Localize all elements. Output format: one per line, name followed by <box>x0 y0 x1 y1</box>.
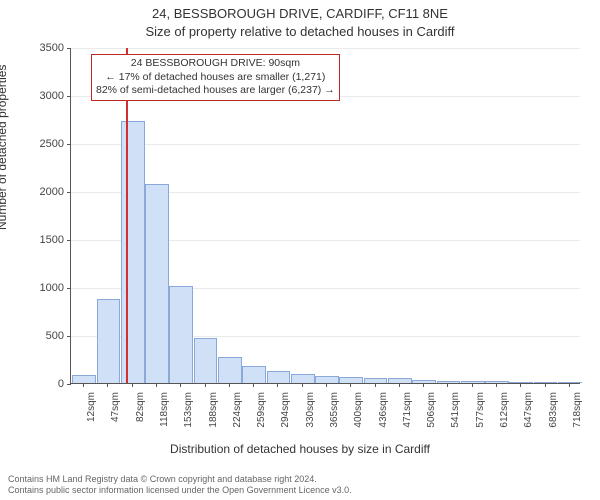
y-tick-label: 1500 <box>24 234 64 246</box>
plot-area: 050010001500200025003000350024 BESSBOROU… <box>70 48 580 384</box>
histogram-bar <box>461 381 485 383</box>
histogram-bar <box>242 366 266 383</box>
gridline <box>71 144 580 145</box>
x-tick <box>156 383 157 387</box>
y-tick-label: 3500 <box>24 42 64 54</box>
y-tick <box>67 240 71 241</box>
y-tick-label: 0 <box>24 378 64 390</box>
x-tick <box>375 383 376 387</box>
x-tick-label: 541sqm <box>450 392 461 440</box>
x-tick-label: 224sqm <box>232 392 243 440</box>
plot-inner: 050010001500200025003000350024 BESSBOROU… <box>70 48 580 384</box>
y-tick <box>67 288 71 289</box>
annotation-line: ← 17% of detached houses are smaller (1,… <box>96 71 335 85</box>
histogram-bar <box>291 374 315 383</box>
x-tick-label: 506sqm <box>426 392 437 440</box>
y-tick-label: 2500 <box>24 138 64 150</box>
x-tick <box>423 383 424 387</box>
x-tick <box>205 383 206 387</box>
x-tick-label: 577sqm <box>475 392 486 440</box>
y-axis-label: Number of detached properties <box>0 65 9 230</box>
x-tick <box>277 383 278 387</box>
annotation-line: 82% of semi-detached houses are larger (… <box>96 84 335 98</box>
x-tick-label: 12sqm <box>86 392 97 440</box>
x-axis-label: Distribution of detached houses by size … <box>0 442 600 456</box>
attribution: Contains HM Land Registry data © Crown c… <box>8 474 352 497</box>
y-tick <box>67 192 71 193</box>
attribution-line2: Contains public sector information licen… <box>8 485 352 496</box>
attribution-line1: Contains HM Land Registry data © Crown c… <box>8 474 352 485</box>
x-tick <box>472 383 473 387</box>
y-tick <box>67 48 71 49</box>
histogram-bar <box>315 376 339 383</box>
histogram-bar <box>558 382 582 383</box>
gridline <box>71 48 580 49</box>
histogram-bar <box>145 184 169 383</box>
x-tick <box>545 383 546 387</box>
chart-title-line1: 24, BESSBOROUGH DRIVE, CARDIFF, CF11 8NE <box>0 6 600 21</box>
histogram-bar <box>437 381 461 383</box>
x-tick-label: 683sqm <box>548 392 559 440</box>
y-tick-label: 1000 <box>24 282 64 294</box>
x-tick <box>302 383 303 387</box>
x-tick-label: 647sqm <box>523 392 534 440</box>
annotation-box: 24 BESSBOROUGH DRIVE: 90sqm← 17% of deta… <box>91 54 340 101</box>
x-tick <box>569 383 570 387</box>
histogram-bar <box>121 121 145 383</box>
x-tick-label: 118sqm <box>159 392 170 440</box>
y-tick-label: 2000 <box>24 186 64 198</box>
histogram-bar <box>97 299 121 383</box>
y-tick-label: 500 <box>24 330 64 342</box>
x-tick <box>132 383 133 387</box>
histogram-bar <box>267 371 291 383</box>
x-tick-label: 259sqm <box>256 392 267 440</box>
histogram-bar <box>218 357 242 383</box>
x-tick <box>399 383 400 387</box>
x-tick <box>229 383 230 387</box>
x-tick-label: 294sqm <box>280 392 291 440</box>
x-tick-label: 188sqm <box>208 392 219 440</box>
y-tick <box>67 144 71 145</box>
histogram-bar <box>364 378 388 383</box>
chart-title-line2: Size of property relative to detached ho… <box>0 24 600 39</box>
x-tick-label: 612sqm <box>499 392 510 440</box>
x-tick-label: 365sqm <box>329 392 340 440</box>
annotation-line: 24 BESSBOROUGH DRIVE: 90sqm <box>96 57 335 71</box>
y-tick <box>67 96 71 97</box>
y-tick-label: 3000 <box>24 90 64 102</box>
x-tick-label: 47sqm <box>110 392 121 440</box>
x-tick <box>83 383 84 387</box>
y-tick <box>67 336 71 337</box>
x-tick <box>180 383 181 387</box>
y-tick <box>67 384 71 385</box>
histogram-bar <box>388 378 412 383</box>
x-tick <box>326 383 327 387</box>
x-tick-label: 471sqm <box>402 392 413 440</box>
x-tick-label: 82sqm <box>135 392 146 440</box>
x-tick-label: 400sqm <box>353 392 364 440</box>
histogram-bar <box>72 375 96 383</box>
x-tick-label: 330sqm <box>305 392 316 440</box>
x-tick <box>107 383 108 387</box>
x-tick-label: 436sqm <box>378 392 389 440</box>
histogram-bar <box>534 382 558 383</box>
x-tick <box>447 383 448 387</box>
histogram-bar <box>169 286 193 383</box>
x-tick <box>496 383 497 387</box>
x-tick-label: 153sqm <box>183 392 194 440</box>
x-tick-label: 718sqm <box>572 392 583 440</box>
x-tick <box>520 383 521 387</box>
histogram-bar <box>194 338 218 383</box>
x-tick <box>253 383 254 387</box>
x-tick <box>350 383 351 387</box>
